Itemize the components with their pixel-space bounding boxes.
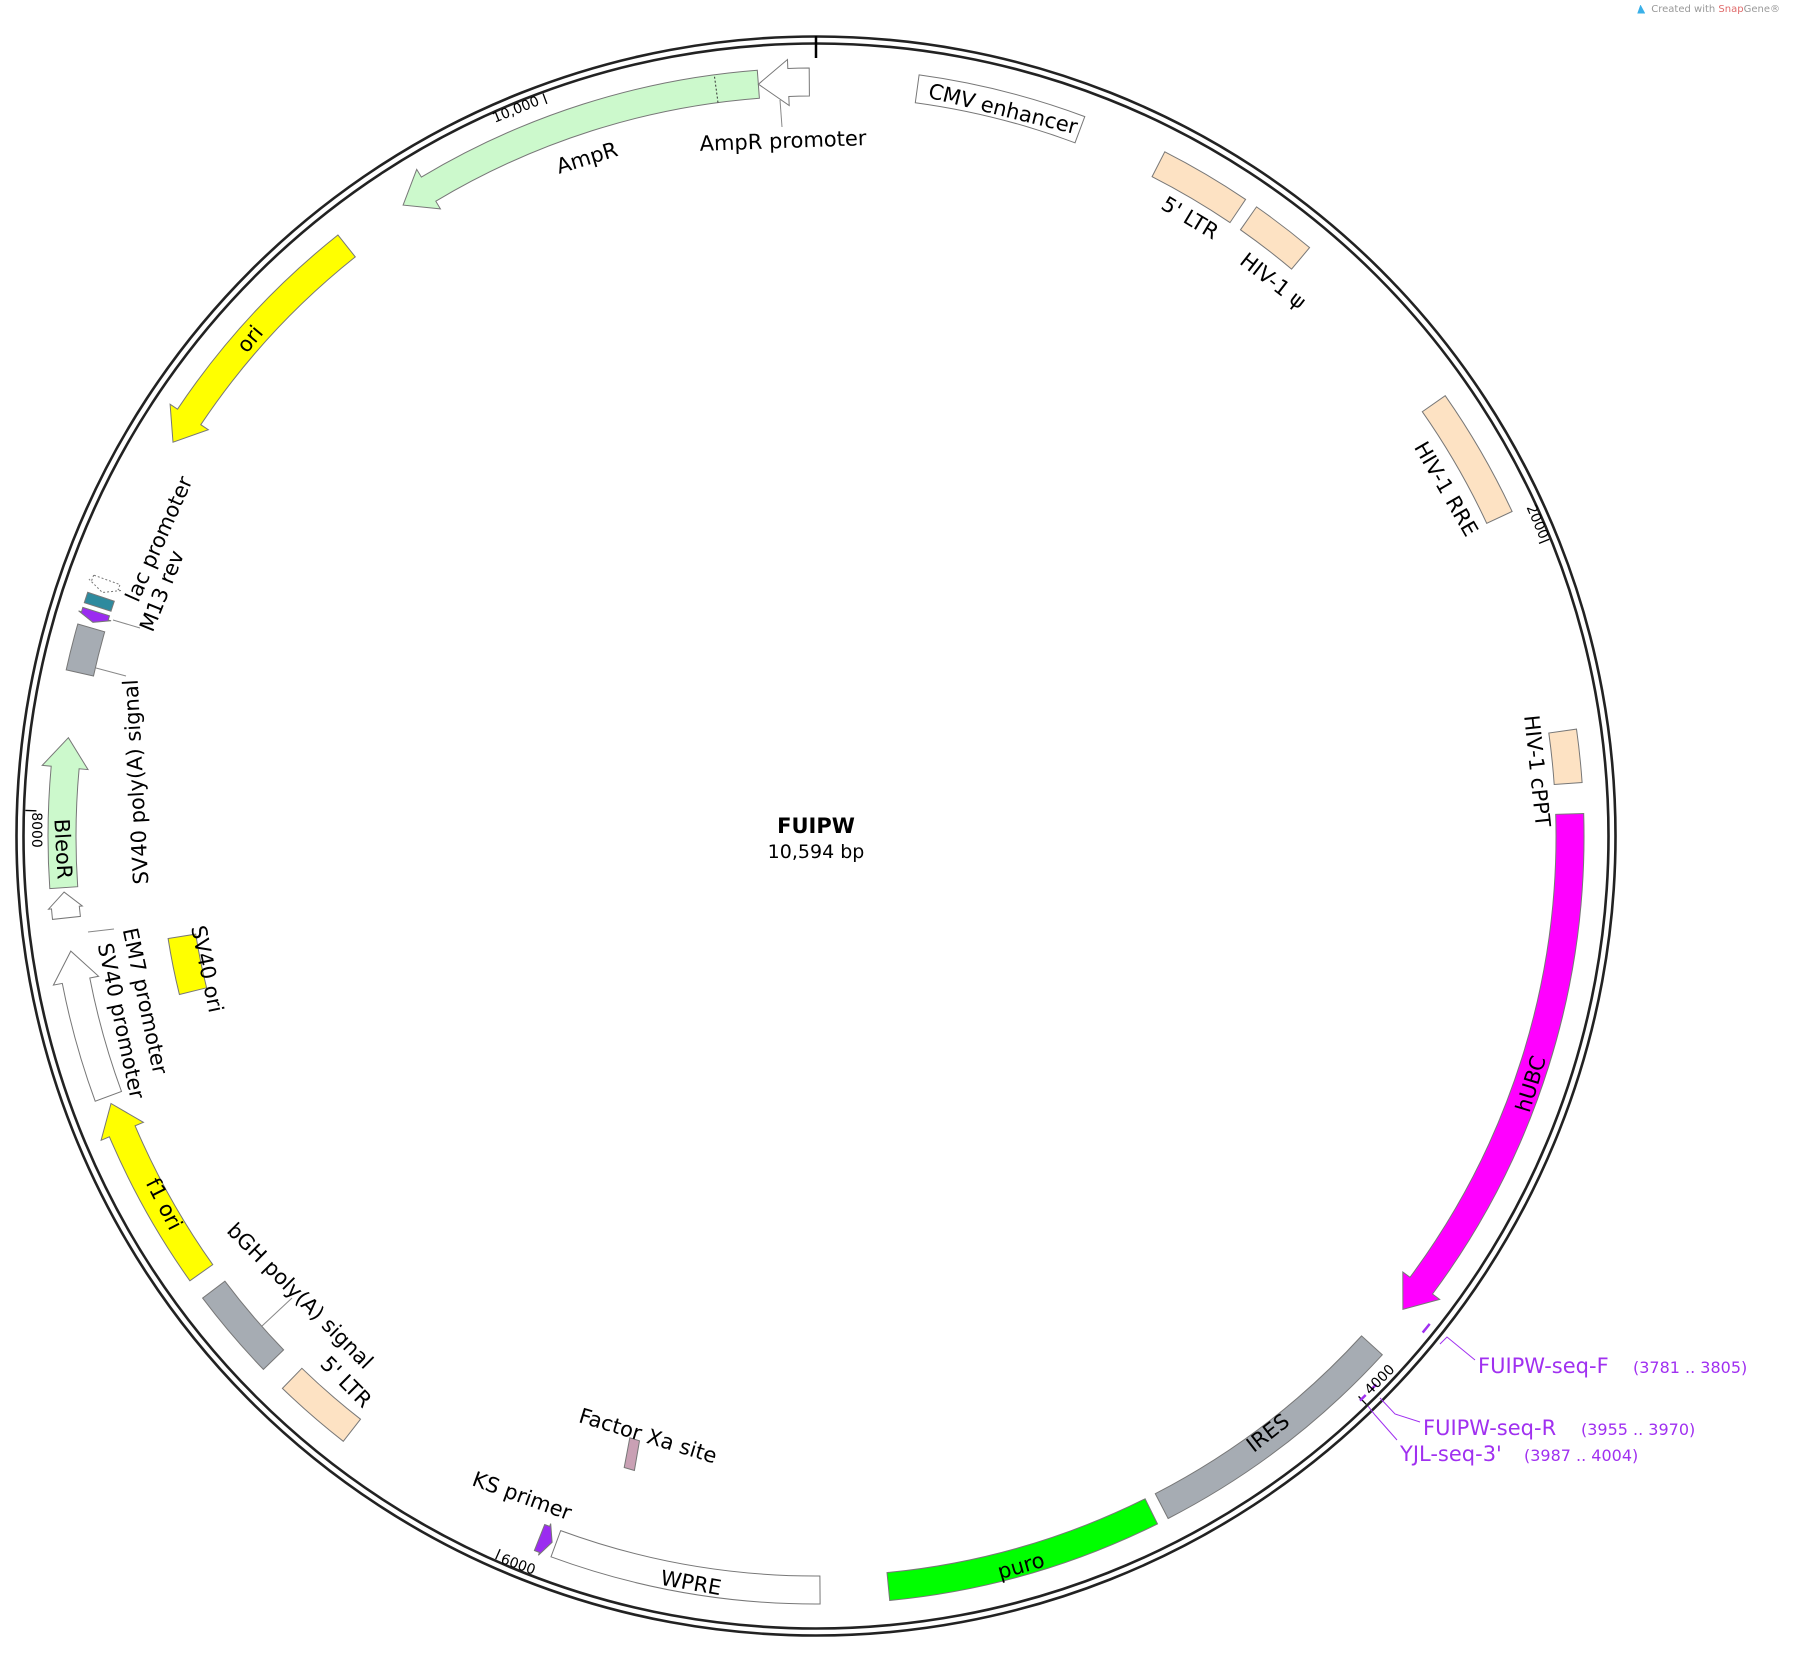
feature-unlabeled-20[interactable] xyxy=(83,591,115,612)
tick-marks xyxy=(25,36,1550,1560)
primer-mark-fuipw-seq-f[interactable] xyxy=(1421,1323,1431,1334)
feature-m13-rev-19[interactable] xyxy=(78,606,112,623)
feature-ires-6[interactable] xyxy=(1154,1335,1384,1520)
callout-fuipw-seq-f xyxy=(1439,1336,1476,1361)
callout-yjl-seq-3 xyxy=(1367,1405,1398,1441)
label-ampr-promoter[interactable]: AmpR promoter xyxy=(699,126,867,156)
tick-label-8000: 8000 xyxy=(28,812,44,848)
primer-mark-fuipw-seq-r[interactable] xyxy=(1370,1383,1378,1391)
feature-bleor-16[interactable] xyxy=(41,736,89,890)
feature-5-ltr-11[interactable] xyxy=(281,1367,362,1443)
feature-em7-promoter-15[interactable] xyxy=(47,891,84,920)
label-hiv-1-cppt[interactable]: HIV-1 cPPT xyxy=(1519,714,1555,828)
callout-em7-promoter xyxy=(87,928,115,933)
callout-bgh-polya xyxy=(261,1297,293,1327)
feature-sv40-promoter-14[interactable] xyxy=(52,950,123,1102)
snapgene-logo-icon xyxy=(1637,4,1646,14)
feature-sv40-poly-a-signal-18[interactable] xyxy=(65,623,106,677)
feature-hubc-5[interactable] xyxy=(1402,812,1585,1311)
label-bleor[interactable]: BleoR xyxy=(49,818,76,880)
tick-mark-6000 xyxy=(495,1548,501,1560)
feature-wpre-8[interactable] xyxy=(550,1529,821,1605)
ampr-internal-divider xyxy=(713,74,719,103)
callout-sv40-polya xyxy=(95,667,127,677)
features xyxy=(41,58,1585,1605)
tick-label-2000: 2000 xyxy=(1523,502,1552,541)
snapgene-watermark: Created with SnapGene® xyxy=(1637,4,1780,15)
primer-label-yjl-seq-3[interactable]: YJL-seq-3' xyxy=(1399,1442,1502,1466)
callout-m13-rev xyxy=(112,619,141,629)
tick-label-6000: 6000 xyxy=(499,1551,538,1578)
feature-puro-7[interactable] xyxy=(886,1498,1159,1602)
primer-label-fuipw-seq-f[interactable]: FUIPW-seq-F xyxy=(1478,1354,1609,1378)
feature-hiv-1-cppt-4[interactable] xyxy=(1548,728,1583,786)
feature-ks-primer-9[interactable] xyxy=(533,1523,553,1556)
feature-ampr-promoter-24[interactable] xyxy=(757,58,810,107)
feature-bgh-poly-a-signal-12[interactable] xyxy=(201,1280,285,1371)
primer-range-yjl-seq-3: (3987 .. 4004) xyxy=(1524,1446,1638,1465)
feature-hiv-1-rre-3[interactable] xyxy=(1421,395,1513,524)
label-sv40-polya-signal[interactable]: SV40 poly(A) signal xyxy=(119,679,154,885)
label-ks-primer[interactable]: KS primer xyxy=(469,1467,575,1525)
label-ampr[interactable]: AmpR xyxy=(553,137,620,178)
plasmid-name: FUIPW xyxy=(777,814,855,838)
feature-ori-22[interactable] xyxy=(169,234,357,443)
tick-mark-2000 xyxy=(1538,538,1550,544)
callout-fuipw-seq-r xyxy=(1379,1397,1421,1423)
label-factor-xa-site[interactable]: Factor Xa site xyxy=(576,1404,720,1469)
feature-hiv-1-2[interactable] xyxy=(1239,206,1311,270)
feature-factor-xa-site-10[interactable] xyxy=(623,1437,641,1472)
plasmid-length: 10,594 bp xyxy=(768,841,865,863)
primer-range-fuipw-seq-r: (3955 .. 3970) xyxy=(1581,1420,1695,1439)
feature-sv40-ori-17[interactable] xyxy=(167,933,208,996)
callout-ampr-promoter xyxy=(779,99,783,128)
feature-ampr-23[interactable] xyxy=(402,69,760,210)
primer-mark-yjl-seq-3[interactable] xyxy=(1359,1394,1367,1402)
primer-marks xyxy=(1359,1323,1431,1402)
feature-lac-promoter-21[interactable] xyxy=(88,574,122,594)
primer-label-fuipw-seq-r[interactable]: FUIPW-seq-R xyxy=(1423,1416,1556,1440)
feature-5-ltr-1[interactable] xyxy=(1151,151,1247,224)
feature-f1-ori-13[interactable] xyxy=(100,1102,214,1282)
tick-mark-10000 xyxy=(542,93,548,105)
primer-range-fuipw-seq-f: (3781 .. 3805) xyxy=(1633,1358,1747,1377)
feature-cmv-enhancer-0[interactable] xyxy=(914,74,1086,144)
tick-mark-4000 xyxy=(1358,1395,1367,1405)
